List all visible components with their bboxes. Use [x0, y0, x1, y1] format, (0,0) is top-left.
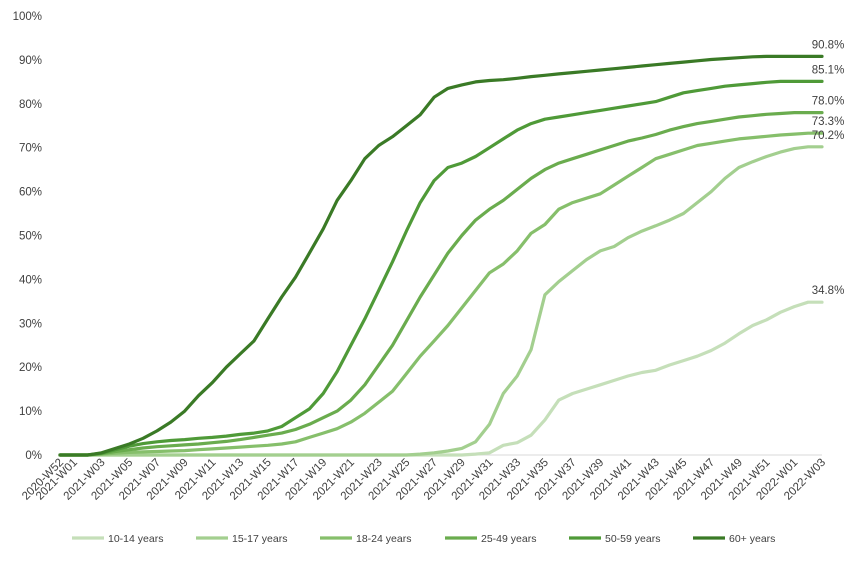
series-line-50-59-years	[58, 79, 824, 457]
data-label-end: 90.8%	[812, 39, 845, 51]
legend: 10-14 years 15-17 years 18-24 years 25-49 y…	[72, 533, 775, 545]
data-label-end: 70.2%	[812, 130, 845, 142]
legend-label: 60+ years	[729, 533, 775, 545]
series-lines	[58, 54, 824, 457]
x-axis-ticks: 2020-W522021-W012021-W032021-W052021-W07…	[20, 457, 828, 503]
legend-label: 18-24 years	[356, 533, 411, 545]
series-line-25-49-years	[58, 110, 824, 457]
series-line-60-years	[58, 54, 824, 457]
y-tick-label: 100%	[13, 11, 42, 23]
y-tick-label: 80%	[19, 99, 42, 111]
data-label-end: 85.1%	[812, 64, 845, 76]
data-label-end: 73.3%	[812, 116, 845, 128]
y-tick-label: 20%	[19, 362, 42, 374]
series-line-10-14-years	[58, 300, 824, 457]
y-axis-ticks: 0% 10% 20% 30% 40% 50% 60% 70% 80% 90% 100%	[13, 11, 42, 462]
data-label-end: 34.8%	[812, 285, 845, 297]
legend-label: 10-14 years	[108, 533, 163, 545]
y-tick-label: 50%	[19, 231, 42, 243]
series-line-15-17-years	[58, 145, 824, 457]
legend-label: 50-59 years	[605, 533, 660, 545]
y-tick-label: 10%	[19, 406, 42, 418]
y-tick-label: 60%	[19, 187, 42, 199]
end-labels: 34.8% 70.2% 73.3% 78.0% 85.1% 90.8%	[812, 39, 845, 297]
data-label-end: 78.0%	[812, 96, 845, 108]
y-tick-label: 40%	[19, 274, 42, 286]
legend-label: 15-17 years	[232, 533, 287, 545]
y-tick-label: 70%	[19, 143, 42, 155]
y-tick-label: 30%	[19, 318, 42, 330]
legend-label: 25-49 years	[481, 533, 536, 545]
y-tick-label: 0%	[25, 450, 42, 462]
series-line-18-24-years	[58, 131, 824, 457]
y-tick-label: 90%	[19, 55, 42, 67]
